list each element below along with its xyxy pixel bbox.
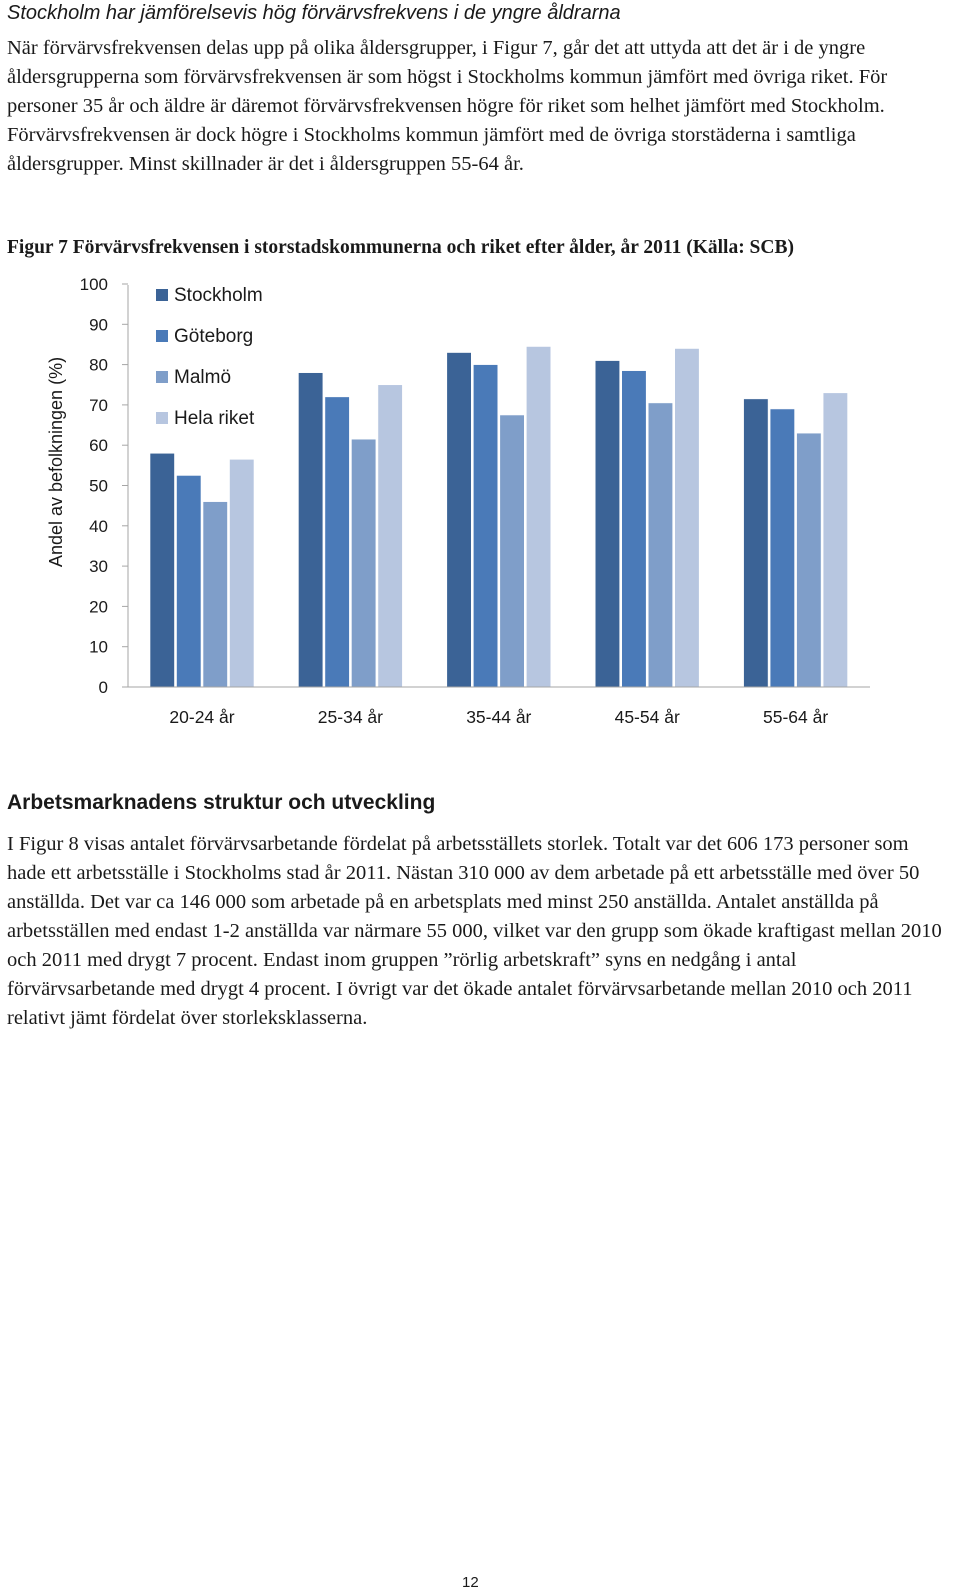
bar-stockholm-2 [446, 352, 472, 688]
y-tick-label: 70 [89, 396, 108, 415]
y-tick-label: 30 [89, 557, 108, 576]
bar-hela-riket-3 [674, 348, 700, 688]
bar-g-teborg-4 [769, 408, 795, 688]
bar-stockholm-0 [149, 452, 175, 688]
bar-malm--3 [647, 402, 674, 688]
bar-hela-riket-0 [229, 459, 255, 688]
bar-malm--2 [499, 414, 525, 688]
x-category-label: 20-24 år [169, 707, 234, 727]
bar-stockholm-1 [298, 372, 324, 688]
bar-g-teborg-3 [621, 370, 647, 688]
legend-label: Stockholm [174, 285, 263, 306]
bar-g-teborg-0 [176, 475, 202, 688]
bar-hela-riket-2 [525, 346, 552, 688]
legend-swatch [156, 412, 168, 424]
paragraph-workplaces: I Figur 8 visas antalet förvärvsarbetand… [7, 833, 942, 1029]
y-tick-label: 0 [99, 678, 108, 697]
subheading: Stockholm har jämförelsevis hög förvärvs… [7, 2, 621, 24]
bar-hela-riket-1 [377, 384, 403, 688]
bar-g-teborg-1 [324, 396, 350, 688]
y-tick-label: 80 [89, 356, 108, 375]
bar-malm--4 [796, 432, 822, 688]
paragraph-intro: När förvärvsfrekvensen delas upp på olik… [7, 37, 888, 175]
legend-label: Hela riket [174, 408, 255, 429]
bar-stockholm-4 [743, 398, 769, 688]
bar-g-teborg-2 [472, 364, 499, 688]
bar-hela-riket-4 [822, 392, 848, 688]
bar-stockholm-3 [594, 360, 621, 688]
y-tick-label: 90 [89, 315, 108, 334]
x-category-label: 25-34 år [318, 707, 383, 727]
legend-swatch [156, 330, 168, 342]
section-heading: Arbetsmarknadens struktur och utveckling [7, 791, 436, 814]
legend-swatch [156, 289, 168, 301]
bar-malm--0 [202, 501, 228, 688]
x-category-label: 45-54 år [615, 707, 680, 727]
y-tick-label: 10 [89, 638, 108, 657]
bar-malm--1 [351, 438, 377, 688]
y-axis-label: Andel av befolkningen (%) [46, 357, 66, 567]
y-tick-label: 40 [89, 517, 108, 536]
x-category-label: 35-44 år [466, 707, 531, 727]
figure-caption: Figur 7 Förvärvsfrekvensen i storstadsko… [7, 237, 794, 258]
legend-label: Göteborg [174, 326, 253, 347]
legend-swatch [156, 371, 168, 383]
page-number: 12 [462, 1574, 479, 1591]
x-category-label: 55-64 år [763, 707, 828, 727]
y-tick-label: 100 [80, 275, 108, 294]
legend-label: Malmö [174, 367, 231, 388]
bar-chart: Andel av befolkningen (%) 0 10 20 30 40 50 60 7… [46, 275, 870, 727]
y-tick-label: 50 [89, 477, 108, 496]
y-tick-label: 20 [89, 597, 108, 616]
y-tick-label: 60 [89, 436, 108, 455]
